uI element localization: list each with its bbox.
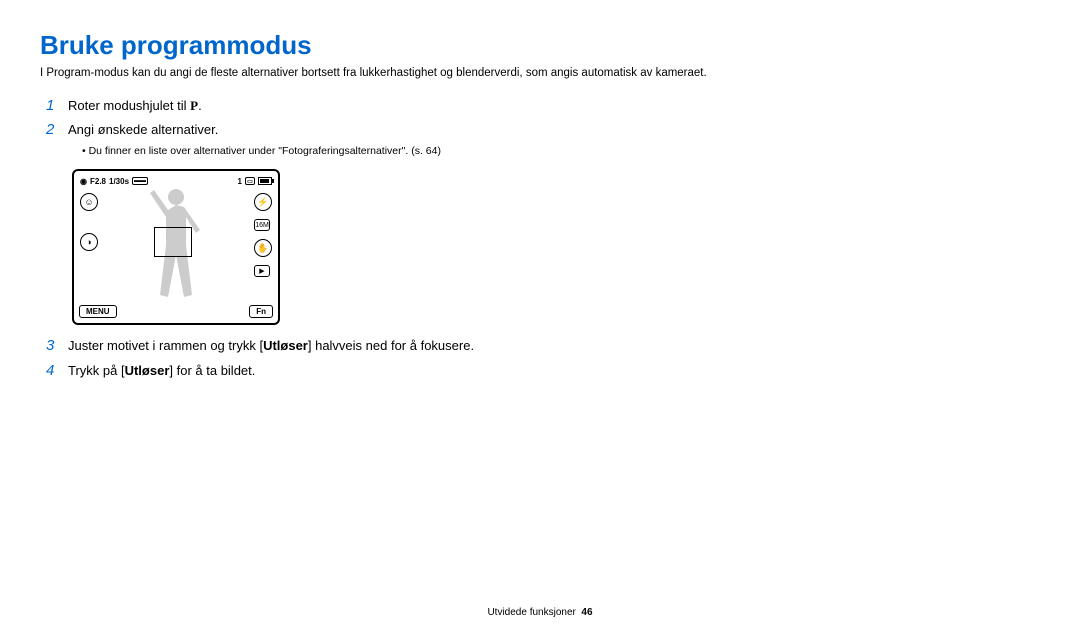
page-number: 46: [581, 607, 592, 618]
sub-bullet: Du finner en liste over alternativer und…: [82, 145, 1040, 157]
memory-icon: ▭: [245, 177, 255, 185]
steps-list: 1 Roter modushjulet til P. 2 Angi ønsked…: [46, 97, 1040, 380]
step-text: Roter modushjulet til P.: [68, 97, 202, 115]
step-text: Angi ønskede alternativer.: [68, 121, 218, 139]
camera-screen: ◉ F2.8 1/30s ▬▬ 1 ▭ ☺ ◑ ⚡ 16M ✋ ▶: [72, 169, 280, 325]
size-icon: 16M: [254, 219, 270, 231]
focus-box: [154, 227, 192, 257]
step-text: Trykk på [Utløser] for å ta bildet.: [68, 362, 255, 380]
page-title: Bruke programmodus: [40, 30, 1040, 61]
step-2: 2 Angi ønskede alternativer.: [46, 121, 1040, 139]
camera-right-icons: ⚡ 16M ✋ ▶: [254, 193, 272, 277]
battery-icon: [258, 177, 272, 185]
menu-button[interactable]: MENU: [79, 305, 117, 318]
stabilizer-icon: ✋: [254, 239, 272, 257]
step-number: 1: [46, 97, 68, 114]
aperture-value: F2.8: [90, 177, 106, 186]
fn-button[interactable]: Fn: [249, 305, 273, 318]
video-icon: ▶: [254, 265, 270, 277]
step-3: 3 Juster motivet i rammen og trykk [Utlø…: [46, 337, 1040, 355]
footer-section: Utvidede funksjoner: [487, 607, 575, 618]
step-1: 1 Roter modushjulet til P.: [46, 97, 1040, 115]
exposure-bar-icon: ▬▬: [132, 177, 148, 185]
step-text: Juster motivet i rammen og trykk [Utløse…: [68, 337, 474, 355]
page-footer: Utvidede funksjoner 46: [0, 607, 1080, 618]
shutter-value: 1/30s: [109, 177, 129, 186]
mode-icon: ◉: [80, 177, 87, 186]
camera-left-icons: ☺ ◑: [80, 193, 98, 251]
timer-icon: ◑: [80, 233, 98, 251]
step-number: 4: [46, 362, 68, 379]
count-value: 1: [238, 177, 242, 186]
face-icon: ☺: [80, 193, 98, 211]
intro-text: I Program-modus kan du angi de fleste al…: [40, 67, 1040, 79]
step-4: 4 Trykk på [Utløser] for å ta bildet.: [46, 362, 1040, 380]
step-number: 3: [46, 337, 68, 354]
flash-icon: ⚡: [254, 193, 272, 211]
step-number: 2: [46, 121, 68, 138]
